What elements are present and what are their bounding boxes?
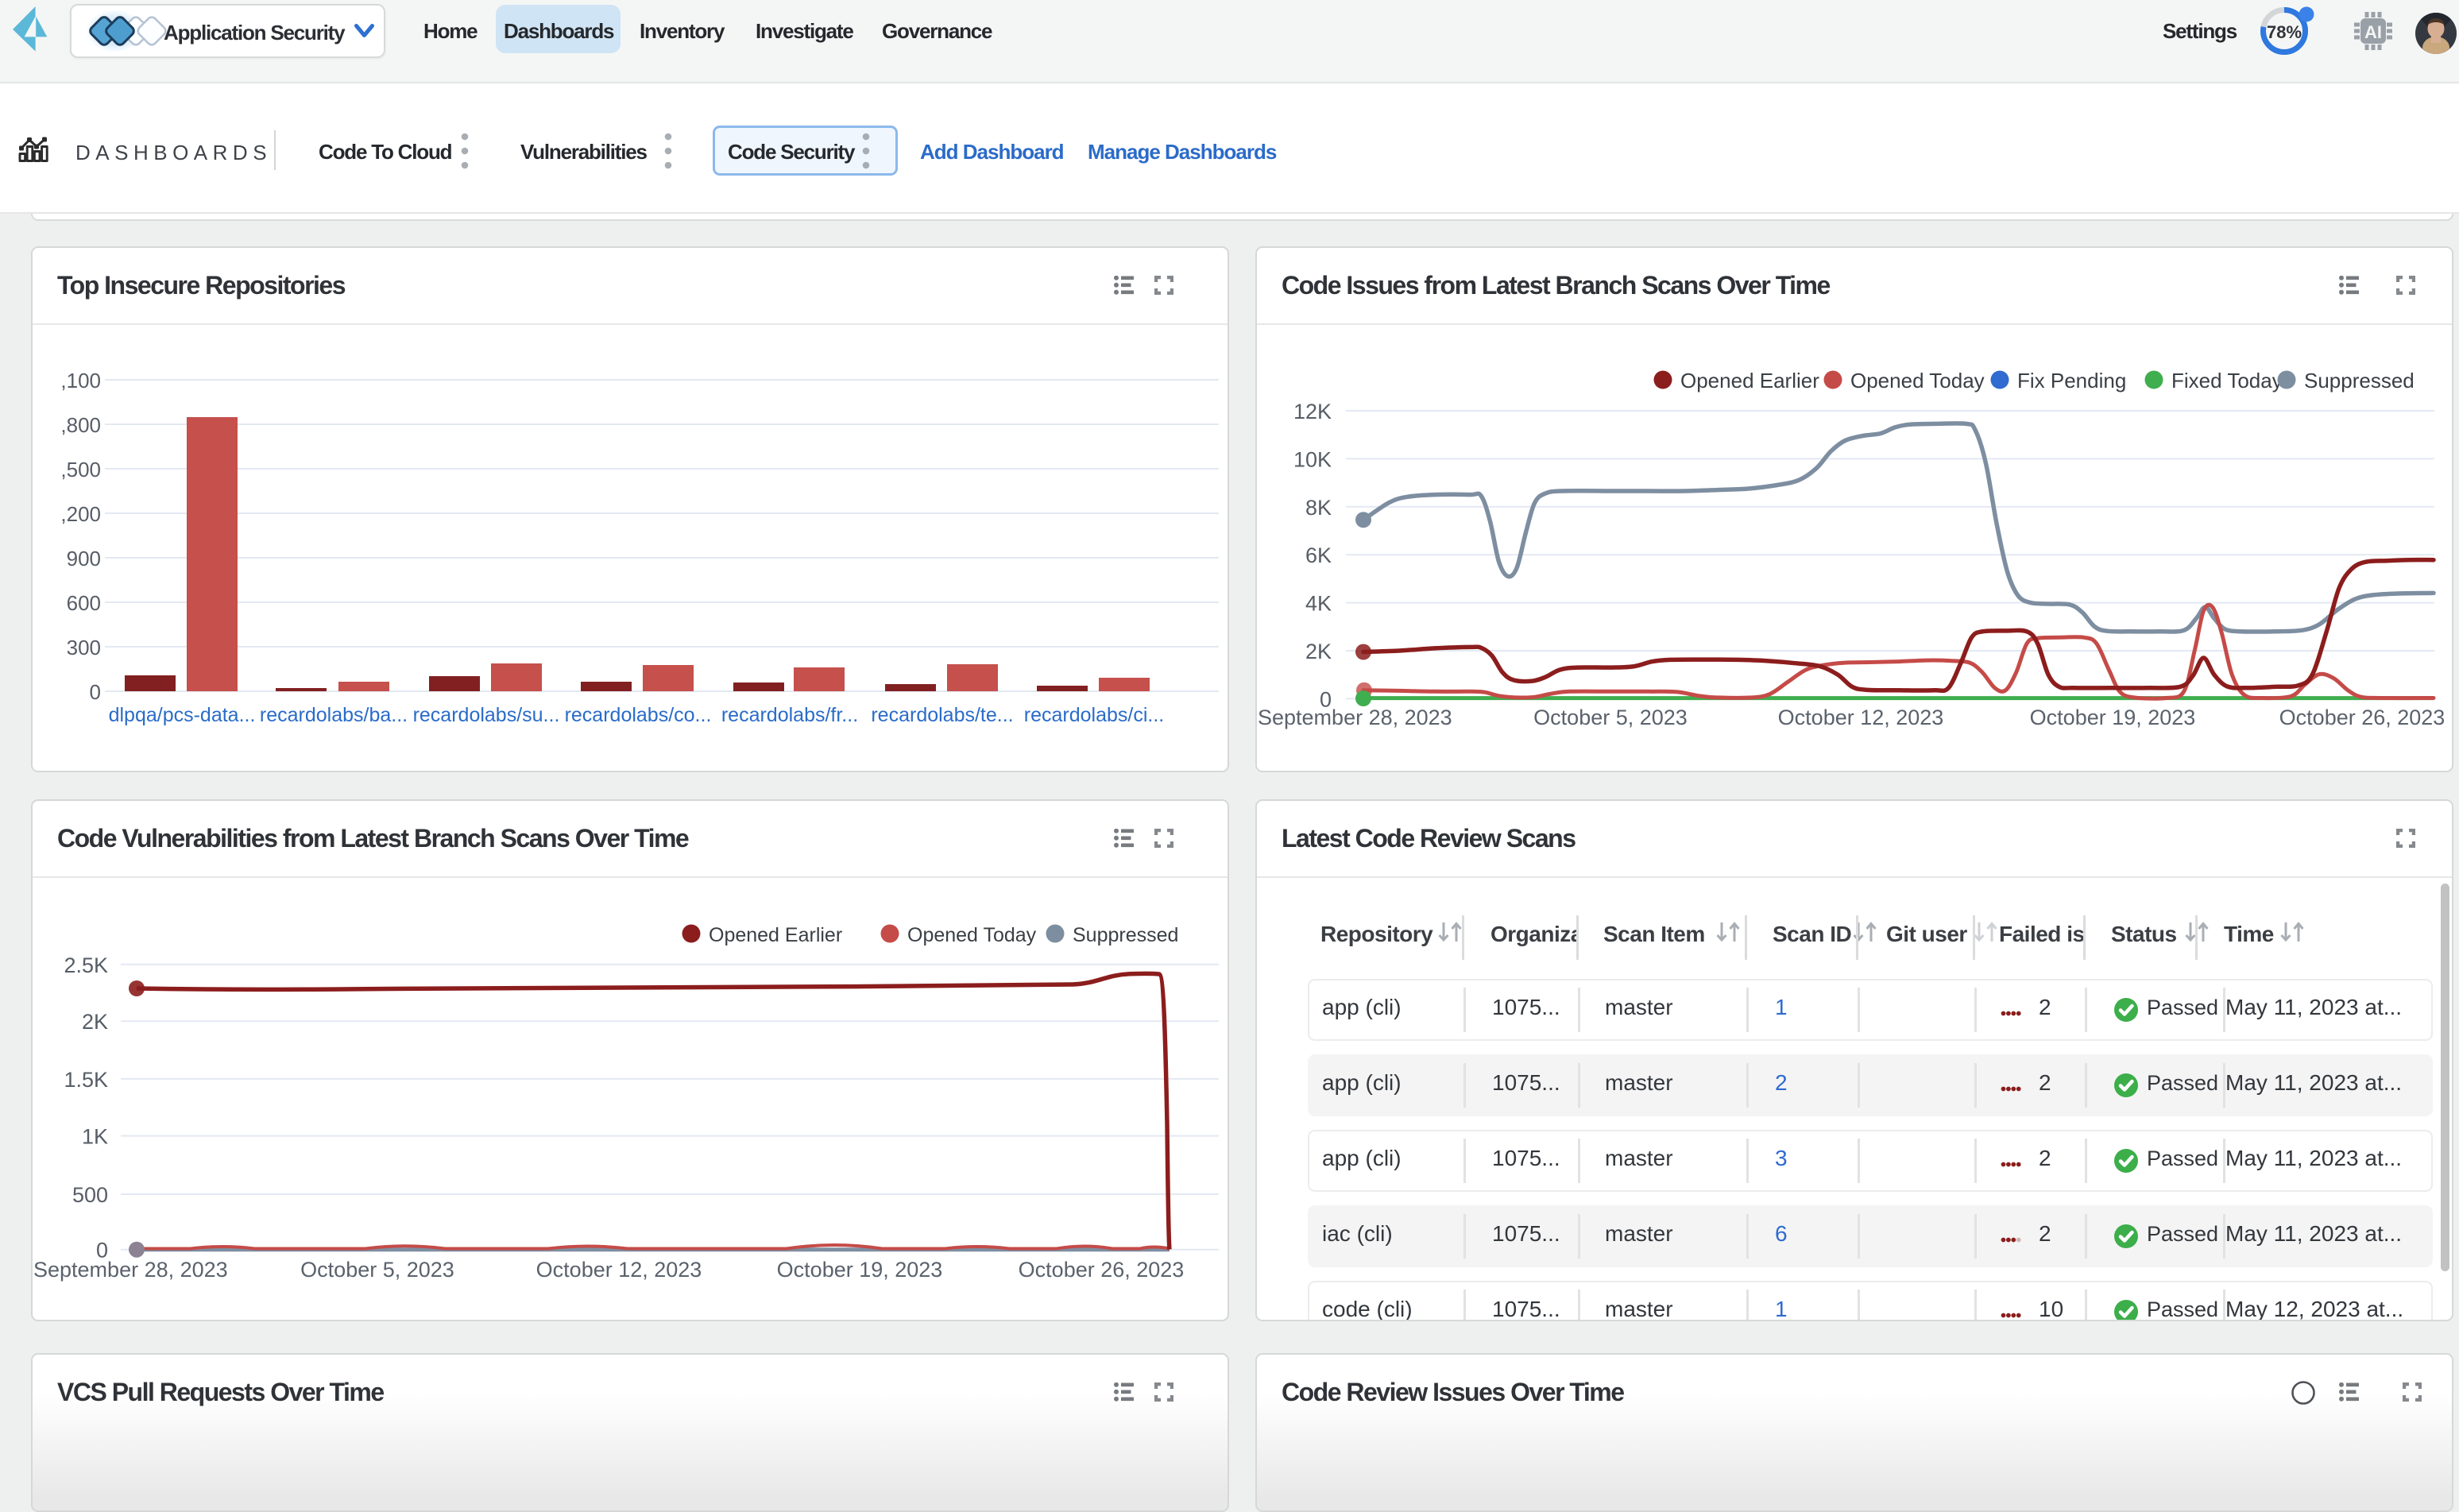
svg-text:Fix Pending: Fix Pending [2017, 369, 2126, 393]
svg-text:September 28, 2023: September 28, 2023 [33, 1258, 228, 1282]
svg-text:Suppressed: Suppressed [1073, 924, 1178, 946]
svg-text:October 19, 2023: October 19, 2023 [2030, 706, 2196, 729]
svg-text:0: 0 [90, 680, 101, 704]
svg-text:,800: ,800 [60, 413, 101, 437]
svg-text:2K: 2K [1305, 640, 1332, 663]
svg-text:Opened Earlier: Opened Earlier [709, 924, 842, 946]
svg-text:recardolabs/te...: recardolabs/te... [871, 704, 1013, 726]
svg-text:recardolabs/fr...: recardolabs/fr... [721, 704, 858, 726]
svg-text:October 19, 2023: October 19, 2023 [777, 1258, 943, 1282]
svg-text:recardolabs/co...: recardolabs/co... [565, 704, 712, 726]
svg-text:Fixed Today: Fixed Today [2171, 369, 2283, 393]
svg-text:6K: 6K [1305, 543, 1332, 567]
svg-text:,200: ,200 [60, 502, 101, 526]
svg-text:October 5, 2023: October 5, 2023 [1533, 706, 1688, 729]
svg-text:0: 0 [96, 1239, 108, 1263]
svg-text:900: 900 [67, 547, 101, 570]
svg-text:recardolabs/ba...: recardolabs/ba... [260, 704, 408, 726]
svg-text:4K: 4K [1305, 592, 1332, 616]
svg-text:0: 0 [1320, 687, 1332, 711]
svg-text:dlpqa/pcs-data...: dlpqa/pcs-data... [109, 704, 256, 726]
svg-text:300: 300 [67, 636, 101, 659]
svg-text:September 28, 2023: September 28, 2023 [1258, 706, 1452, 729]
svg-text:,100: ,100 [60, 369, 101, 393]
svg-text:600: 600 [67, 591, 101, 615]
svg-text:10K: 10K [1293, 447, 1332, 471]
svg-text:78%: 78% [2267, 22, 2302, 42]
svg-text:recardolabs/su...: recardolabs/su... [413, 704, 560, 726]
svg-text:recardolabs/ci...: recardolabs/ci... [1024, 704, 1164, 726]
svg-text:Opened Today: Opened Today [1850, 369, 1985, 393]
svg-text:Suppressed: Suppressed [2304, 369, 2415, 393]
svg-text:AI: AI [2364, 22, 2382, 42]
svg-text:2.5K: 2.5K [64, 953, 108, 977]
svg-text:1.5K: 1.5K [64, 1068, 108, 1092]
svg-text:8K: 8K [1305, 496, 1332, 520]
svg-text:12K: 12K [1293, 400, 1332, 423]
svg-text:,500: ,500 [60, 458, 101, 481]
svg-text:October 26, 2023: October 26, 2023 [2279, 706, 2445, 729]
svg-text:October 12, 2023: October 12, 2023 [1778, 706, 1944, 729]
svg-text:500: 500 [72, 1183, 108, 1207]
svg-text:October 5, 2023: October 5, 2023 [300, 1258, 454, 1282]
svg-text:1K: 1K [82, 1125, 108, 1149]
svg-text:2K: 2K [82, 1010, 108, 1034]
svg-text:October 26, 2023: October 26, 2023 [1019, 1258, 1185, 1282]
svg-text:Opened Today: Opened Today [907, 924, 1037, 946]
svg-text:Opened Earlier: Opened Earlier [1680, 369, 1819, 393]
svg-text:October 12, 2023: October 12, 2023 [536, 1258, 702, 1282]
